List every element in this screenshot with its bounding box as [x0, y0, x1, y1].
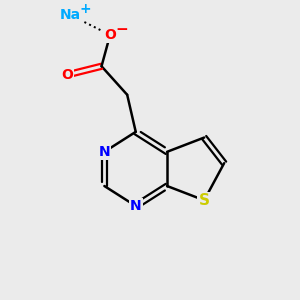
Text: Na: Na	[60, 8, 81, 22]
Text: +: +	[79, 2, 91, 16]
Text: O: O	[104, 28, 116, 42]
Text: N: N	[130, 199, 142, 213]
Text: S: S	[199, 193, 210, 208]
Text: O: O	[61, 68, 73, 82]
Text: N: N	[99, 145, 110, 159]
Text: −: −	[116, 22, 128, 37]
